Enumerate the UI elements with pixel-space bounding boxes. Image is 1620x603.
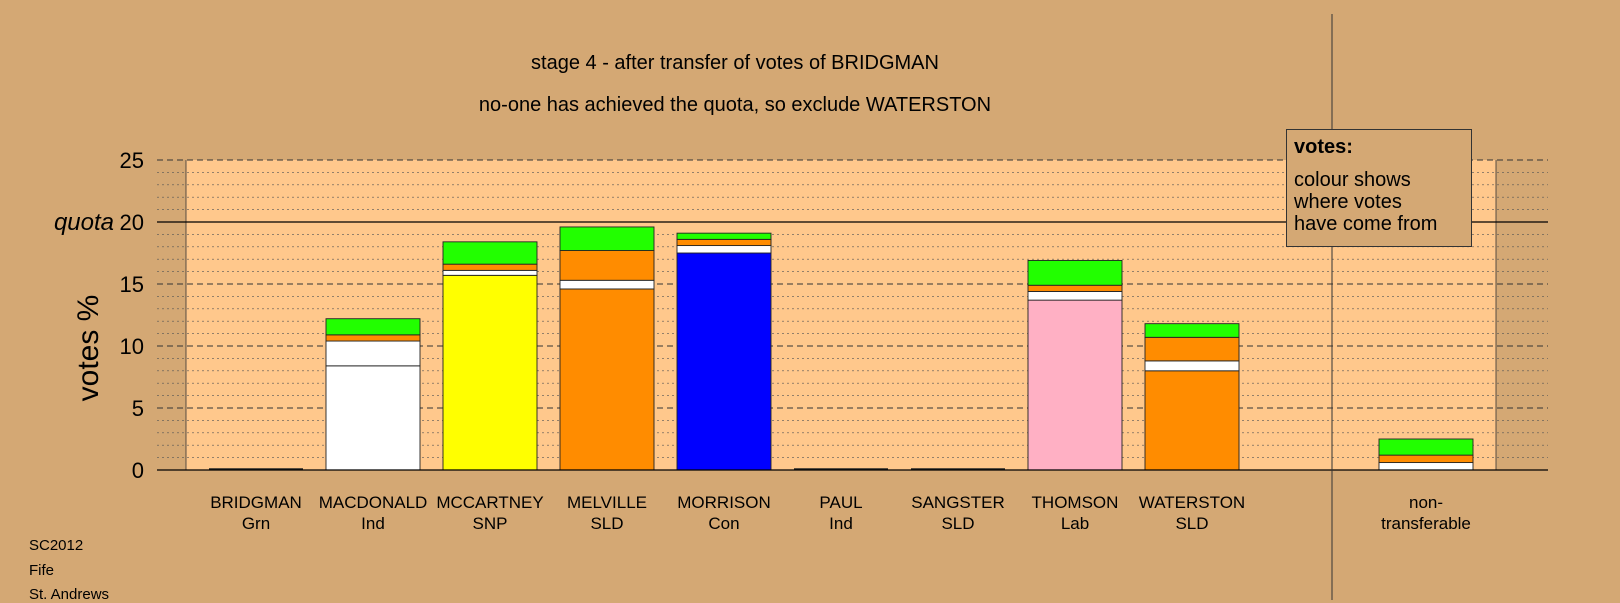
legend: votes: colour shows where votes have com… (1286, 129, 1472, 247)
bar-segment (676, 232, 772, 240)
bar-segment (1144, 360, 1240, 372)
bar-segment (1027, 259, 1123, 286)
bar-segment (1027, 284, 1123, 292)
footer-line-3: St. Andrews (29, 586, 110, 603)
x-tick-label: Grn (242, 514, 270, 533)
bars (209, 226, 1474, 471)
x-tick-label: Ind (829, 514, 853, 533)
y-tick-label: 0 (132, 458, 144, 483)
x-tick-label: Con (708, 514, 739, 533)
bar-segment (676, 252, 772, 471)
bar-segment (325, 334, 421, 342)
bar-segment (1378, 462, 1474, 471)
x-tick-label: SANGSTER (911, 493, 1005, 512)
bar-segment (676, 238, 772, 247)
x-tick-label: Lab (1061, 514, 1089, 533)
bar-segment (1144, 370, 1240, 471)
chart-subtitle: no-one has achieved the quota, so exclud… (478, 94, 992, 116)
y-tick-label: 25 (120, 148, 144, 173)
legend-text: colour shows where votes have come from (1294, 169, 1438, 235)
bar-segment (559, 288, 655, 471)
x-tick-label: transferable (1381, 514, 1471, 533)
bar-segment (325, 340, 421, 367)
legend-title: votes: (1294, 136, 1353, 158)
x-tick-label: SNP (473, 514, 508, 533)
bar-segment (1378, 454, 1474, 464)
x-tick-label: MCCARTNEY (436, 493, 543, 512)
bar-segment (1378, 438, 1474, 456)
x-axis-labels: BRIDGMAN Grn MACDONALD Ind MCCARTNEY SNP MELVI… (210, 493, 1471, 533)
bar-segment (325, 318, 421, 336)
x-tick-label: MORRISON (677, 493, 771, 512)
bar-segment (442, 263, 538, 271)
bar-segment (442, 274, 538, 471)
footer-line-2: Fife (29, 562, 55, 579)
x-tick-label: MACDONALD (319, 493, 428, 512)
bar-segment (559, 226, 655, 251)
x-tick-label: PAUL (819, 493, 862, 512)
chart-title: stage 4 - after transfer of votes of BRI… (531, 52, 939, 74)
x-tick-label: MELVILLE (567, 493, 647, 512)
bar-segment (1027, 299, 1123, 471)
x-tick-label: BRIDGMAN (210, 493, 302, 512)
x-tick-label: WATERSTON (1139, 493, 1245, 512)
y-tick-label: 20 (120, 210, 144, 235)
y-axis-label: votes % (72, 295, 105, 402)
bar-segment (1027, 290, 1123, 301)
y-tick-label: 15 (120, 272, 144, 297)
bar-segment (559, 279, 655, 290)
bar-segment (1144, 323, 1240, 338)
x-tick-label: SLD (941, 514, 974, 533)
y-tick-label: 5 (132, 396, 144, 421)
footer-line-1: SC2012 (29, 537, 84, 554)
bar-segment (1144, 336, 1240, 362)
bar-segment (559, 250, 655, 281)
x-tick-label: SLD (590, 514, 623, 533)
x-tick-label: Ind (361, 514, 385, 533)
x-tick-label: SLD (1175, 514, 1208, 533)
bar-segment (442, 241, 538, 265)
bar-segment (442, 269, 538, 276)
bar-segment (676, 245, 772, 254)
x-tick-label: non- (1409, 493, 1443, 512)
quota-label: quota (54, 209, 114, 236)
x-tick-label: THOMSON (1032, 493, 1119, 512)
y-tick-label: 10 (120, 334, 144, 359)
bar-segment (325, 365, 421, 471)
